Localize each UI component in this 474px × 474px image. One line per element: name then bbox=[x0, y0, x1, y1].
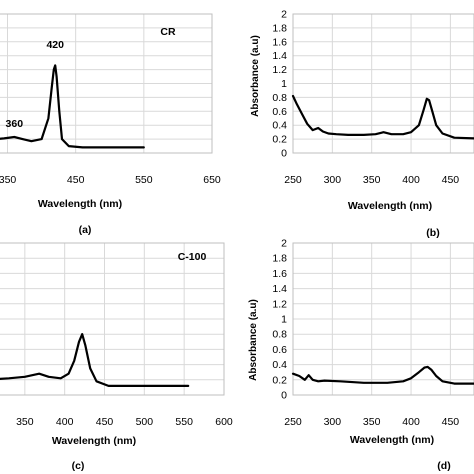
x-tick-label: 650 bbox=[203, 174, 221, 186]
plot-frame bbox=[292, 242, 474, 396]
panel-label: (c) bbox=[72, 460, 85, 472]
x-tick-label: 450 bbox=[67, 174, 85, 186]
y-tick-label: 0.6 bbox=[272, 106, 287, 118]
y-tick-label: 0 bbox=[281, 390, 287, 402]
x-tick-label: 350 bbox=[0, 174, 16, 186]
spectrum-line bbox=[291, 365, 474, 385]
y-axis-label: Absorbance (a.u) bbox=[250, 35, 261, 117]
y-tick-label: 1 bbox=[281, 314, 287, 326]
peak-annotation: 420 bbox=[46, 39, 64, 51]
y-tick-label: 0 bbox=[281, 148, 287, 160]
y-tick-label: 0.4 bbox=[272, 359, 287, 371]
plot-frame bbox=[292, 13, 474, 154]
sample-label: CR bbox=[160, 26, 176, 38]
x-tick-label: 400 bbox=[402, 174, 420, 186]
y-tick-label: 1 bbox=[281, 78, 287, 90]
y-tick-label: 0.6 bbox=[272, 344, 287, 356]
x-tick-label: 250 bbox=[284, 416, 302, 428]
x-tick-label: 450 bbox=[96, 416, 114, 428]
panel-label: (a) bbox=[79, 224, 92, 236]
x-tick-label: 550 bbox=[175, 416, 193, 428]
x-tick-label: 400 bbox=[402, 416, 420, 428]
panel-label: (b) bbox=[426, 227, 439, 239]
y-tick-label: 0.4 bbox=[272, 120, 287, 132]
y-tick-label: 1.4 bbox=[272, 50, 287, 62]
x-tick-label: 350 bbox=[363, 174, 381, 186]
x-tick-label: 350 bbox=[16, 416, 34, 428]
y-tick-label: 0.2 bbox=[272, 374, 287, 386]
panel-label: (d) bbox=[437, 460, 450, 472]
plot-frame bbox=[0, 242, 225, 396]
x-axis-label: Wavelength (nm) bbox=[348, 200, 432, 212]
y-tick-label: 1.8 bbox=[272, 22, 287, 34]
y-tick-label: 1.8 bbox=[272, 253, 287, 265]
sample-label: C-100 bbox=[178, 251, 207, 263]
x-axis-label: Wavelength (nm) bbox=[52, 435, 136, 447]
spectrum-line bbox=[291, 94, 474, 140]
spectrum-line bbox=[0, 64, 145, 149]
x-tick-label: 450 bbox=[442, 174, 460, 186]
y-tick-label: 0.8 bbox=[272, 329, 287, 341]
y-tick-label: 1.4 bbox=[272, 283, 287, 295]
y-tick-label: 1.6 bbox=[272, 36, 287, 48]
x-tick-label: 400 bbox=[56, 416, 74, 428]
x-tick-label: 550 bbox=[135, 174, 153, 186]
x-axis-label: Wavelength (nm) bbox=[38, 198, 122, 210]
y-tick-label: 1.2 bbox=[272, 64, 287, 76]
y-tick-label: 2 bbox=[281, 9, 287, 21]
x-tick-label: 300 bbox=[324, 174, 342, 186]
y-axis-label: Absorbance (a.u) bbox=[248, 299, 259, 381]
y-tick-label: 0.2 bbox=[272, 134, 287, 146]
x-tick-label: 450 bbox=[442, 416, 460, 428]
x-tick-label: 600 bbox=[215, 416, 233, 428]
y-tick-label: 2 bbox=[281, 238, 287, 250]
y-tick-label: 0.8 bbox=[272, 92, 287, 104]
spectrum-line bbox=[0, 333, 190, 387]
y-tick-label: 1.6 bbox=[272, 268, 287, 280]
y-tick-label: 1.2 bbox=[272, 298, 287, 310]
peak-annotation: 360 bbox=[6, 118, 24, 130]
x-tick-label: 250 bbox=[284, 174, 302, 186]
x-tick-label: 500 bbox=[136, 416, 154, 428]
x-tick-label: 300 bbox=[324, 416, 342, 428]
x-tick-label: 350 bbox=[363, 416, 381, 428]
plot-frame bbox=[0, 13, 213, 154]
x-axis-label: Wavelength (nm) bbox=[350, 434, 434, 446]
